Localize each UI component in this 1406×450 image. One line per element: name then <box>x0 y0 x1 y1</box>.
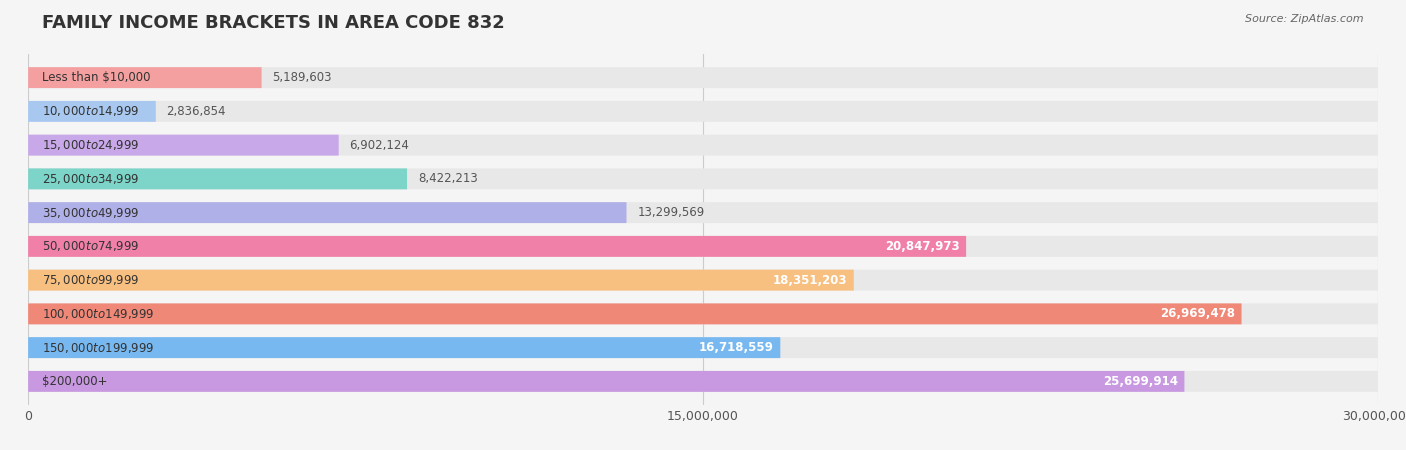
Text: 16,718,559: 16,718,559 <box>699 341 773 354</box>
Text: $50,000 to $74,999: $50,000 to $74,999 <box>42 239 139 253</box>
Text: $35,000 to $49,999: $35,000 to $49,999 <box>42 206 139 220</box>
FancyBboxPatch shape <box>28 135 1378 156</box>
Text: $10,000 to $14,999: $10,000 to $14,999 <box>42 104 139 118</box>
FancyBboxPatch shape <box>28 168 408 189</box>
Text: $75,000 to $99,999: $75,000 to $99,999 <box>42 273 139 287</box>
Text: $200,000+: $200,000+ <box>42 375 107 388</box>
FancyBboxPatch shape <box>28 236 1378 257</box>
FancyBboxPatch shape <box>28 101 156 122</box>
Text: 8,422,213: 8,422,213 <box>418 172 478 185</box>
FancyBboxPatch shape <box>28 101 1378 122</box>
Text: 2,836,854: 2,836,854 <box>166 105 226 118</box>
FancyBboxPatch shape <box>28 270 1378 291</box>
Text: 20,847,973: 20,847,973 <box>884 240 959 253</box>
FancyBboxPatch shape <box>28 67 1378 88</box>
FancyBboxPatch shape <box>28 67 262 88</box>
FancyBboxPatch shape <box>28 371 1184 392</box>
Text: 18,351,203: 18,351,203 <box>772 274 846 287</box>
FancyBboxPatch shape <box>28 337 780 358</box>
FancyBboxPatch shape <box>28 337 1378 358</box>
Text: Source: ZipAtlas.com: Source: ZipAtlas.com <box>1246 14 1364 23</box>
Text: 25,699,914: 25,699,914 <box>1102 375 1178 388</box>
Text: 5,189,603: 5,189,603 <box>273 71 332 84</box>
FancyBboxPatch shape <box>28 202 1378 223</box>
FancyBboxPatch shape <box>28 303 1241 324</box>
Text: Less than $10,000: Less than $10,000 <box>42 71 150 84</box>
FancyBboxPatch shape <box>28 303 1378 324</box>
FancyBboxPatch shape <box>28 168 1378 189</box>
Text: 13,299,569: 13,299,569 <box>637 206 704 219</box>
Text: 26,969,478: 26,969,478 <box>1160 307 1234 320</box>
FancyBboxPatch shape <box>28 270 853 291</box>
Text: FAMILY INCOME BRACKETS IN AREA CODE 832: FAMILY INCOME BRACKETS IN AREA CODE 832 <box>42 14 505 32</box>
Text: $100,000 to $149,999: $100,000 to $149,999 <box>42 307 155 321</box>
FancyBboxPatch shape <box>28 202 627 223</box>
Text: 6,902,124: 6,902,124 <box>350 139 409 152</box>
FancyBboxPatch shape <box>28 371 1378 392</box>
FancyBboxPatch shape <box>28 236 966 257</box>
FancyBboxPatch shape <box>28 135 339 156</box>
Text: $15,000 to $24,999: $15,000 to $24,999 <box>42 138 139 152</box>
Text: $150,000 to $199,999: $150,000 to $199,999 <box>42 341 155 355</box>
Text: $25,000 to $34,999: $25,000 to $34,999 <box>42 172 139 186</box>
